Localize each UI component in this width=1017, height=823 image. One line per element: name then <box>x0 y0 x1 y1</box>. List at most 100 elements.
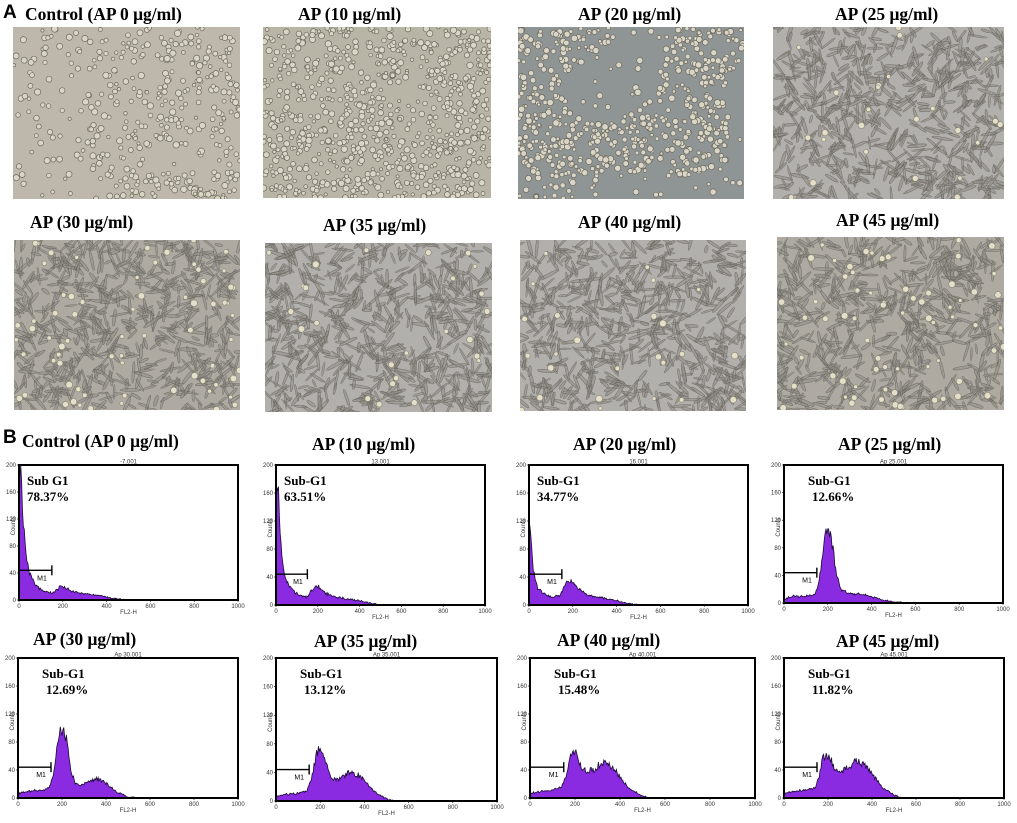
x-axis-label: FL2-H <box>886 808 903 814</box>
x-tick-label: 0 <box>527 609 531 615</box>
micrograph-image <box>773 27 1004 199</box>
micrograph-title: AP (40 μg/ml) <box>578 212 682 232</box>
y-tick-label: 80 <box>9 544 16 550</box>
y-tick-label: 160 <box>516 491 527 497</box>
x-tick-label: 0 <box>16 802 20 808</box>
y-tick-label: 0 <box>778 601 782 607</box>
file-name-label: 13.001 <box>371 460 390 466</box>
y-tick-label: 120 <box>6 517 17 523</box>
y-tick-label: 200 <box>771 463 782 469</box>
gate-label: M1 <box>293 579 303 586</box>
percent-label: 34.77% <box>537 489 579 504</box>
region-label: Sub-G1 <box>808 666 851 681</box>
histogram-title: AP (30 μg/ml) <box>33 629 137 649</box>
gate-label: M1 <box>294 775 304 782</box>
x-tick-label: 600 <box>404 805 415 811</box>
x-tick-label: 200 <box>823 607 834 613</box>
histogram-area <box>529 748 755 799</box>
x-tick-label: 200 <box>57 802 68 808</box>
micrograph-image <box>520 240 746 411</box>
x-tick-label: 0 <box>274 805 278 811</box>
percent-label: 78.37% <box>27 489 69 504</box>
x-tick-label: 200 <box>315 805 326 811</box>
y-tick-label: 40 <box>9 571 16 577</box>
y-tick-label: 0 <box>13 598 17 604</box>
y-tick-label: 200 <box>263 463 274 469</box>
y-tick-label: 40 <box>266 770 273 776</box>
x-tick-label: 800 <box>189 604 200 610</box>
histogram-title: AP (20 μg/ml) <box>573 434 677 454</box>
plot-frame <box>275 657 498 802</box>
x-tick-label: 400 <box>867 607 878 613</box>
x-tick-label: 600 <box>396 609 407 615</box>
histogram-chart: 0 40 80 120 160 200 0 200 400 600 800 1000 FL2-H Coun… <box>517 652 762 815</box>
gate-label: M1 <box>37 575 47 582</box>
histogram-chart: 0 40 80 120 160 200 0 200 400 600 800 1000 FL2-H Coun… <box>771 652 1011 815</box>
histogram-title: AP (35 μg/ml) <box>314 631 418 651</box>
y-tick-label: 120 <box>771 518 782 524</box>
x-tick-label: 400 <box>867 802 878 808</box>
gate-label: M1 <box>802 578 812 585</box>
micrograph-title: AP (10 μg/ml) <box>298 4 402 24</box>
plot-frame <box>275 464 486 606</box>
micrograph-title: Control (AP 0 μg/ml) <box>25 4 182 24</box>
x-tick-label: 200 <box>568 609 579 615</box>
histogram-title: AP (25 μg/ml) <box>838 434 942 454</box>
y-tick-label: 160 <box>771 684 782 690</box>
x-tick-label: 400 <box>101 802 112 808</box>
x-tick-label: 800 <box>448 805 459 811</box>
x-tick-label: 200 <box>823 802 834 808</box>
micrograph-image <box>14 240 240 410</box>
x-axis-label: FL2-H <box>378 811 395 817</box>
y-tick-label: 80 <box>774 546 781 552</box>
x-tick-label: 0 <box>782 802 786 808</box>
y-tick-label: 200 <box>5 656 16 662</box>
x-tick-label: 1000 <box>231 802 245 808</box>
histogram-title: AP (40 μg/ml) <box>557 630 661 650</box>
x-tick-label: 400 <box>359 805 370 811</box>
y-tick-label: 160 <box>517 684 528 690</box>
percent-label: 12.66% <box>812 489 854 504</box>
histogram-chart: 0 40 80 120 160 200 0 200 400 600 800 1000 FL2-H Coun… <box>263 652 504 818</box>
y-tick-label: 120 <box>516 519 527 525</box>
y-axis-label: Counts <box>776 711 782 730</box>
x-tick-label: 800 <box>705 802 716 808</box>
micrograph-title: AP (45 μg/ml) <box>836 210 940 230</box>
file-name-label: Ap 25.001 <box>880 460 908 466</box>
percent-label: 63.51% <box>284 489 326 504</box>
region-label: Sub-G1 <box>42 666 85 681</box>
micrograph-title: AP (25 μg/ml) <box>835 4 939 24</box>
micrograph-title: AP (30 μg/ml) <box>30 212 134 232</box>
y-tick-label: 0 <box>270 603 274 609</box>
percent-label: 13.12% <box>304 682 346 697</box>
y-tick-label: 0 <box>523 603 527 609</box>
y-tick-label: 80 <box>266 547 273 553</box>
panel-label-a: A <box>3 2 17 23</box>
x-tick-label: 400 <box>612 609 623 615</box>
x-tick-label: 0 <box>782 607 786 613</box>
y-tick-label: 40 <box>774 768 781 774</box>
x-tick-label: 400 <box>615 802 626 808</box>
micrograph-image <box>263 27 491 198</box>
histogram-chart: 0 40 80 120 160 200 0 200 400 600 800 1000 FL2-H Coun… <box>516 459 755 622</box>
x-tick-label: 1000 <box>231 604 245 610</box>
x-tick-label: 200 <box>313 609 324 615</box>
histogram-area <box>528 525 748 606</box>
x-tick-label: 0 <box>17 604 21 610</box>
region-label: Sub G1 <box>27 473 69 488</box>
x-axis-label: FL2-H <box>120 610 137 616</box>
gate-label: M1 <box>549 772 559 779</box>
y-tick-label: 160 <box>263 491 274 497</box>
y-tick-label: 0 <box>778 796 782 802</box>
y-tick-label: 200 <box>516 463 527 469</box>
x-tick-label: 600 <box>145 604 156 610</box>
x-axis-label: FL2-H <box>372 615 389 621</box>
file-name-label: Ap 30.001 <box>114 653 142 659</box>
region-label: Sub-G1 <box>554 666 597 681</box>
histogram-title: AP (45 μg/ml) <box>836 631 940 651</box>
y-axis-label: Counts <box>268 518 274 537</box>
plot-frame <box>17 657 239 799</box>
y-tick-label: 120 <box>263 519 274 525</box>
histogram-title: AP (10 μg/ml) <box>312 434 416 454</box>
gate-label: M1 <box>547 579 557 586</box>
